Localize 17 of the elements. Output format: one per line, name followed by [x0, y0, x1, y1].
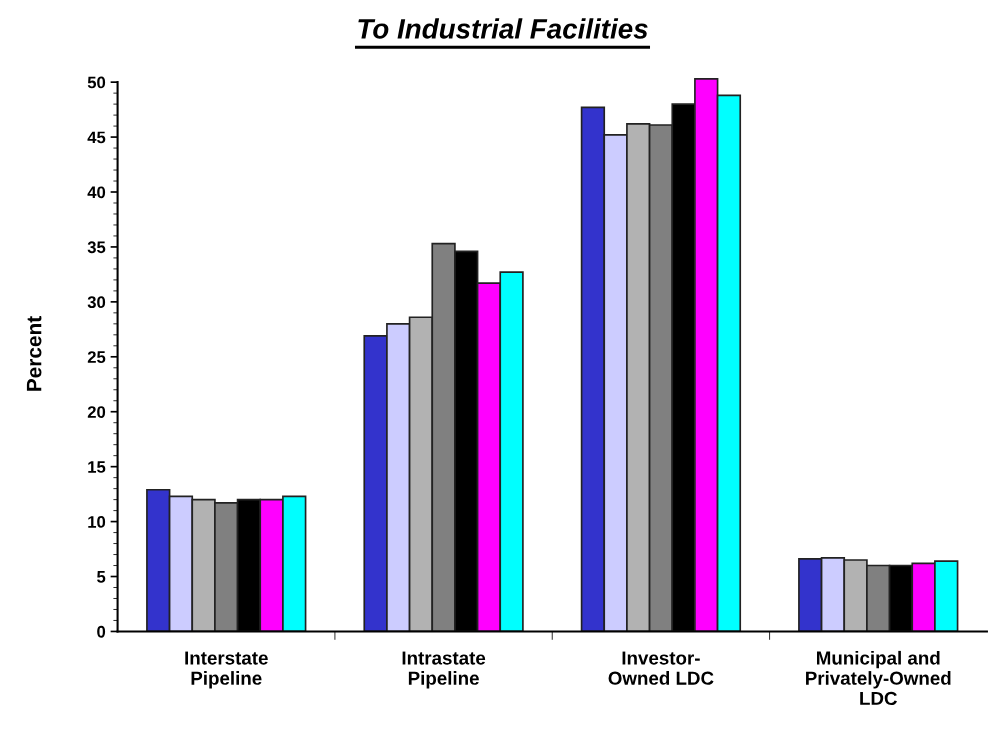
x-tick-label: Municipal and Privately-Owned LDC — [806, 650, 951, 706]
y-tick-label: 0 — [97, 625, 106, 638]
x-tick-label: Intrastate Pipeline — [402, 651, 486, 689]
y-tick-label: 50 — [87, 76, 106, 89]
y-tick-label: 15 — [88, 461, 106, 473]
x-tick-label: Investor- Owned LDC — [608, 651, 714, 685]
x-tick-label: Interstate Pipeline — [185, 651, 268, 689]
y-tick-label: 40 — [87, 186, 106, 199]
y-axis-title: Percent — [26, 316, 42, 391]
chart-title: To Industrial Facilities — [358, 18, 648, 39]
y-tick-label: 30 — [87, 296, 106, 309]
y-tick-label: 35 — [87, 241, 106, 254]
y-tick-label: 25 — [87, 351, 106, 363]
y-tick-label: 10 — [88, 515, 106, 528]
y-tick-label: 45 — [87, 131, 106, 144]
y-tick-label: 5 — [97, 571, 106, 583]
y-tick-label: 20 — [87, 406, 106, 418]
